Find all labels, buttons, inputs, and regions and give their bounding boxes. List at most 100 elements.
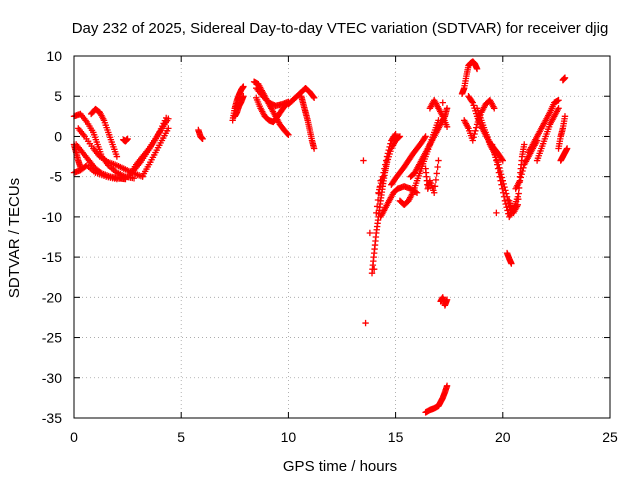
data-point (518, 171, 525, 178)
data-point (360, 157, 367, 164)
data-point (382, 161, 389, 168)
y-tick-label: 0 (54, 128, 62, 144)
chart-title: Day 232 of 2025, Sidereal Day-to-day VTE… (72, 20, 609, 37)
data-point (122, 175, 129, 183)
x-tick-label: 15 (388, 429, 404, 445)
data-point (421, 134, 428, 141)
data-point (310, 93, 317, 100)
data-point (496, 173, 503, 180)
data-point (516, 177, 524, 184)
data-point (375, 189, 382, 196)
data-point (508, 260, 515, 267)
data-point (434, 163, 441, 171)
data-point (386, 143, 393, 151)
data-point (504, 196, 512, 204)
plot-frame (73, 55, 611, 419)
data-point (471, 130, 478, 138)
data-point (495, 169, 503, 176)
data-points (70, 58, 571, 416)
data-point (240, 83, 247, 90)
data-point (499, 157, 506, 164)
data-point (563, 145, 571, 152)
y-tick-label: -30 (42, 370, 62, 386)
data-point (561, 113, 569, 120)
x-tick-label: 5 (177, 429, 185, 445)
data-point (491, 150, 498, 158)
data-point (520, 164, 527, 172)
x-tick-label: 20 (495, 429, 511, 445)
data-point (514, 201, 522, 209)
x-tick-label: 0 (70, 429, 78, 445)
x-axis-label: GPS time / hours (283, 458, 397, 475)
data-point (377, 179, 385, 187)
data-point (515, 195, 522, 203)
data-point (492, 154, 499, 161)
data-point (473, 124, 480, 131)
data-point (555, 105, 562, 112)
data-point (285, 131, 292, 139)
x-tick-label: 10 (281, 429, 297, 445)
data-point (432, 176, 440, 184)
x-tick-label: 25 (602, 429, 618, 445)
data-point (443, 296, 451, 303)
y-tick-label: -20 (42, 289, 62, 305)
data-point (422, 133, 429, 140)
data-point (165, 125, 172, 132)
data-point (380, 169, 387, 176)
y-tick-label: -5 (50, 169, 63, 185)
data-point (240, 93, 247, 100)
data-point (439, 99, 446, 106)
data-point (470, 134, 477, 141)
tick-labels: 0 5 10 15 20 25 10 5 0 -5 -10 -15 -20 -25 -30 -35 (42, 48, 618, 445)
data-point (310, 145, 318, 152)
data-point (376, 186, 383, 193)
data-point (468, 98, 476, 105)
data-point (376, 183, 384, 190)
data-point (503, 190, 510, 197)
data-point (494, 161, 501, 168)
data-point (381, 165, 388, 172)
data-point (382, 157, 390, 164)
data-point (500, 193, 508, 200)
data-point (310, 94, 318, 102)
data-point (384, 150, 392, 157)
data-point (493, 209, 500, 217)
data-point (430, 189, 438, 196)
data-point (162, 114, 170, 122)
data-point (362, 319, 369, 327)
data-point (396, 133, 404, 140)
data-point (284, 130, 291, 138)
data-point (502, 200, 510, 208)
data-point (469, 137, 476, 144)
data-point (433, 170, 440, 177)
y-tick-label: 5 (54, 88, 62, 104)
y-tick-label: -10 (42, 209, 62, 225)
data-point (493, 157, 500, 164)
data-point (113, 153, 121, 160)
data-point (498, 181, 505, 188)
data-point (392, 130, 399, 138)
y-tick-label: -15 (42, 249, 62, 265)
y-tick-label: -35 (42, 410, 62, 426)
data-point (489, 144, 497, 151)
data-point (443, 123, 451, 130)
data-point (497, 177, 504, 184)
y-tick-label: 10 (46, 48, 62, 64)
y-axis-label: SDTVAR / TECUs (6, 178, 23, 298)
data-point (443, 105, 451, 112)
y-tick-label: -25 (42, 330, 62, 346)
data-point (488, 141, 496, 148)
data-point (519, 167, 526, 175)
data-point (494, 165, 502, 172)
data-point (472, 127, 479, 135)
data-point (503, 204, 510, 211)
data-point (517, 174, 525, 181)
data-point (499, 185, 506, 192)
data-point (521, 141, 528, 148)
data-point (383, 153, 391, 160)
data-point (473, 65, 481, 73)
data-point (387, 140, 394, 147)
data-point (366, 229, 374, 237)
